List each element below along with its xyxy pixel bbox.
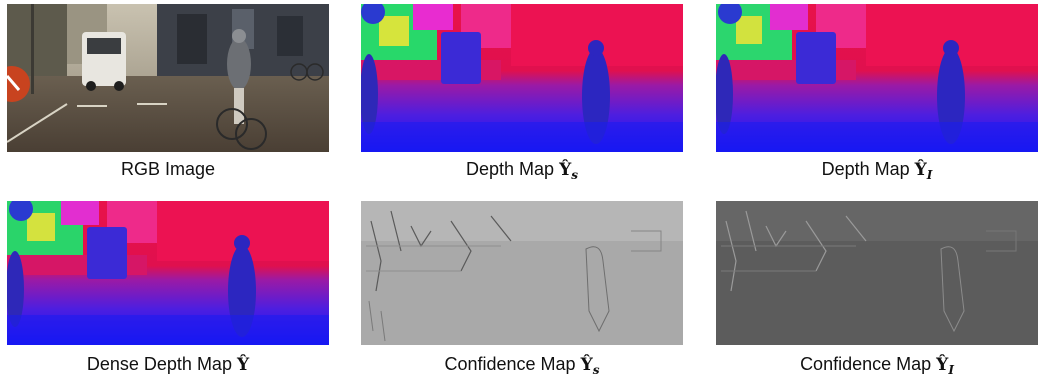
- subscript: I: [926, 168, 933, 182]
- caption-text: RGB Image: [120, 159, 216, 179]
- y-hat-symbol: Ŷ: [914, 160, 927, 180]
- y-hat-symbol: Ŷ: [559, 160, 572, 180]
- subscript: s: [592, 363, 600, 377]
- depth-map-i-panel: [716, 4, 1038, 152]
- y-hat-symbol: Ŷ: [236, 355, 250, 375]
- caption-text: Dense Depth Map: [86, 354, 232, 374]
- caption-text: Confidence Map: [800, 354, 932, 374]
- caption-confidence-map-i: Confidence Map ŶI: [716, 354, 1038, 377]
- caption-text: Depth Map: [821, 159, 910, 179]
- caption-depth-map-i: Depth Map ŶI: [716, 159, 1038, 182]
- caption-dense-depth-map: Dense Depth Map Ŷ: [7, 354, 329, 375]
- caption-rgb-image: RGB Image: [7, 159, 329, 180]
- caption-text: Confidence Map: [444, 354, 576, 374]
- confidence-map-i-panel: [716, 201, 1038, 345]
- depth-map-s-panel: [361, 4, 683, 152]
- caption-depth-map-s: Depth Map Ŷs: [361, 159, 683, 182]
- y-hat-symbol: Ŷ: [936, 355, 949, 375]
- confidence-map-s-panel: [361, 201, 683, 345]
- caption-text: Depth Map: [466, 159, 555, 179]
- subscript: I: [948, 363, 954, 377]
- y-hat-symbol: Ŷ: [580, 355, 593, 375]
- subscript: s: [571, 168, 578, 182]
- rgb-image-panel: [7, 4, 329, 152]
- dense-depth-map-panel: [7, 201, 329, 345]
- caption-confidence-map-s: Confidence Map Ŷs: [361, 354, 683, 377]
